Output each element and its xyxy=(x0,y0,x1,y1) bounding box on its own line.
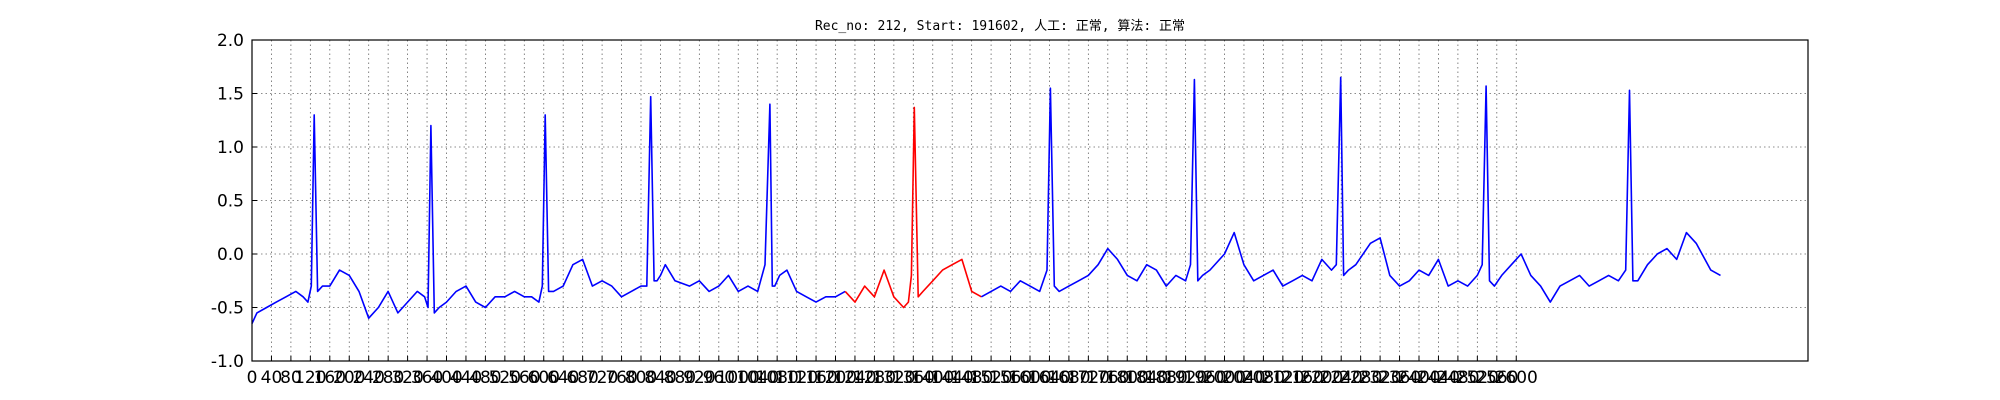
y-tick-label: 0.5 xyxy=(217,192,244,212)
x-tick-label: 1440 xyxy=(931,368,974,388)
x-tick-label: 200 xyxy=(333,368,365,388)
x-tick-label: 2280 xyxy=(1339,368,1382,388)
x-tick-label: 720 xyxy=(586,368,618,388)
x-tick-label: 2520 xyxy=(1456,368,1499,388)
y-tick-label: -1.0 xyxy=(211,352,244,372)
x-tick-label: 800 xyxy=(625,368,657,388)
ecg-series-line-0 xyxy=(251,95,846,324)
grid xyxy=(251,39,1808,362)
x-tick-label: 1920 xyxy=(1164,368,1207,388)
x-tick-label: 1560 xyxy=(989,368,1032,388)
x-tick-label: 1760 xyxy=(1086,368,1129,388)
y-tick-label: 1.5 xyxy=(217,85,244,105)
x-tick-label: 640 xyxy=(547,368,579,388)
x-tick-label: 480 xyxy=(469,368,501,388)
x-tick-label: 2000 xyxy=(1203,368,1246,388)
x-tick-label: 1800 xyxy=(1106,368,1149,388)
x-tick-label: 520 xyxy=(489,368,521,388)
x-tick-label: 2360 xyxy=(1378,368,1421,388)
x-tick-label: 2160 xyxy=(1281,368,1324,388)
x-tick-label: 2600 xyxy=(1495,368,1538,388)
x-tick-label: 0 xyxy=(247,368,258,388)
x-tick-label: 120 xyxy=(294,368,326,388)
x-tick-label: 320 xyxy=(391,368,423,388)
x-tick-label: 40 xyxy=(261,368,283,388)
x-tick-label: 1280 xyxy=(853,368,896,388)
x-tick-label: 1160 xyxy=(794,368,837,388)
ecg-series-line-1 xyxy=(844,106,982,309)
x-tick-label: 1520 xyxy=(969,368,1012,388)
x-tick-label: 1960 xyxy=(1183,368,1226,388)
x-tick-label: 360 xyxy=(411,368,443,388)
x-tick-label: 2120 xyxy=(1261,368,1304,388)
x-tick-label: 80 xyxy=(280,368,302,388)
x-tick-label: 280 xyxy=(372,368,404,388)
x-tick-label: 2480 xyxy=(1436,368,1479,388)
x-tick-label: 960 xyxy=(703,368,735,388)
series-layer xyxy=(251,76,1721,324)
x-tick-label: 1200 xyxy=(814,368,857,388)
x-tick-label: 1400 xyxy=(911,368,954,388)
x-tick-label: 920 xyxy=(683,368,715,388)
x-tick-label: 2240 xyxy=(1320,368,1363,388)
ecg-series-line-2 xyxy=(981,76,1721,303)
x-tick-label: 600 xyxy=(528,368,560,388)
x-tick-label: 1880 xyxy=(1145,368,1188,388)
x-tick-label: 2080 xyxy=(1242,368,1285,388)
x-tick-label: 1640 xyxy=(1028,368,1071,388)
x-tick-label: 760 xyxy=(605,368,637,388)
x-tick-label: 440 xyxy=(450,368,482,388)
x-tick-label: 880 xyxy=(664,368,696,388)
x-tick-label: 1360 xyxy=(892,368,935,388)
y-tick-label: 0.0 xyxy=(217,245,244,265)
x-tick-label: 2400 xyxy=(1397,368,1440,388)
y-tick-label: 2.0 xyxy=(217,31,244,51)
y-tick-label: -0.5 xyxy=(211,299,244,319)
y-tick-label: 1.0 xyxy=(217,138,244,158)
x-tick-label: 1040 xyxy=(736,368,779,388)
x-tick-label: 2560 xyxy=(1475,368,1518,388)
tick-labels: 0 408012016020024028032036040044048052056… xyxy=(211,31,1538,388)
x-tick-label: 160 xyxy=(314,368,346,388)
x-tick-label: 2320 xyxy=(1358,368,1401,388)
x-tick-label: 1120 xyxy=(775,368,818,388)
x-tick-label: 1680 xyxy=(1047,368,1090,388)
x-tick-label: 840 xyxy=(644,368,676,388)
x-tick-label: 2040 xyxy=(1222,368,1265,388)
x-tick-label: 1320 xyxy=(872,368,915,388)
chart-title: Rec_no: 212, Start: 191602, 人工: 正常, 算法: … xyxy=(815,19,1185,34)
x-tick-label: 1240 xyxy=(833,368,876,388)
x-tick-label: 400 xyxy=(430,368,462,388)
x-tick-label: 1840 xyxy=(1125,368,1168,388)
x-tick-label: 1480 xyxy=(950,368,993,388)
x-tick-label: 560 xyxy=(508,368,540,388)
x-tick-label: 1080 xyxy=(756,368,799,388)
x-tick-label: 2200 xyxy=(1300,368,1343,388)
x-tick-label: 240 xyxy=(352,368,384,388)
x-tick-label: 680 xyxy=(566,368,598,388)
x-tick-label: 1600 xyxy=(1008,368,1051,388)
x-tick-label: 2440 xyxy=(1417,368,1460,388)
x-tick-label: 1720 xyxy=(1067,368,1110,388)
x-tick-label: 1000 xyxy=(717,368,760,388)
plot-frame xyxy=(251,39,1809,362)
